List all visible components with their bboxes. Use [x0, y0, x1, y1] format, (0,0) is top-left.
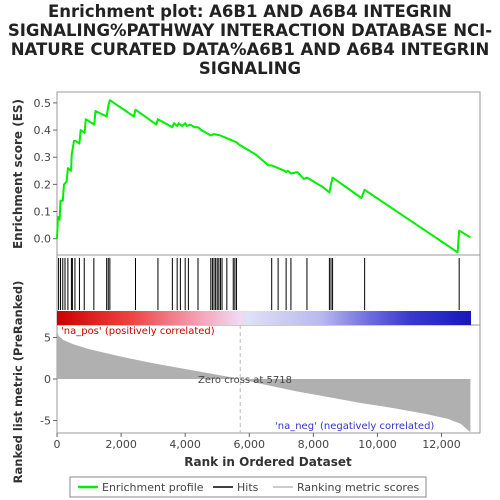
- es-y-tick-label: 0.2: [34, 178, 52, 191]
- es-y-tick-label: 0.4: [34, 124, 52, 137]
- ranked-list-color-bar: [57, 311, 471, 325]
- x-tick-label: 12,000: [422, 438, 461, 451]
- legend-hits-label: Hits: [237, 481, 259, 494]
- es-y-tick-label: 0.0: [34, 233, 52, 246]
- es-y-tick-label: 0.1: [34, 206, 52, 219]
- metric-y-tick-label: -5: [40, 415, 51, 428]
- es-y-tick-label: 0.3: [34, 151, 52, 164]
- es-y-tick-label: 0.5: [34, 97, 52, 110]
- x-tick-label: 6,000: [234, 438, 266, 451]
- positive-correlation-label: 'na_pos' (positively correlated): [61, 326, 215, 337]
- legend-enrichment-label: Enrichment profile: [102, 481, 204, 494]
- metric-y-tick-label: 5: [44, 331, 51, 344]
- x-tick-label: 10,000: [358, 438, 397, 451]
- x-tick-label: 0: [54, 438, 61, 451]
- x-tick-label: 8,000: [298, 438, 330, 451]
- negative-correlation-label: 'na_neg' (negatively correlated): [275, 421, 434, 432]
- x-tick-label: 2,000: [105, 438, 137, 451]
- metric-y-axis-title: Ranked list metric (PreRanked): [11, 281, 25, 484]
- es-y-axis: 0.0 0.1 0.2 0.3 0.4 0.5: [34, 97, 58, 246]
- x-tick-label: 4,000: [169, 438, 201, 451]
- zero-cross-label: Zero cross at 5718: [198, 375, 292, 386]
- es-y-axis-title: Enrichment score (ES): [11, 99, 25, 249]
- x-axis-title: Rank in Ordered Dataset: [184, 455, 352, 469]
- metric-y-tick-label: 0: [44, 373, 51, 386]
- es-panel-frame: [57, 92, 480, 255]
- legend-metric-label: Ranking metric scores: [297, 481, 419, 494]
